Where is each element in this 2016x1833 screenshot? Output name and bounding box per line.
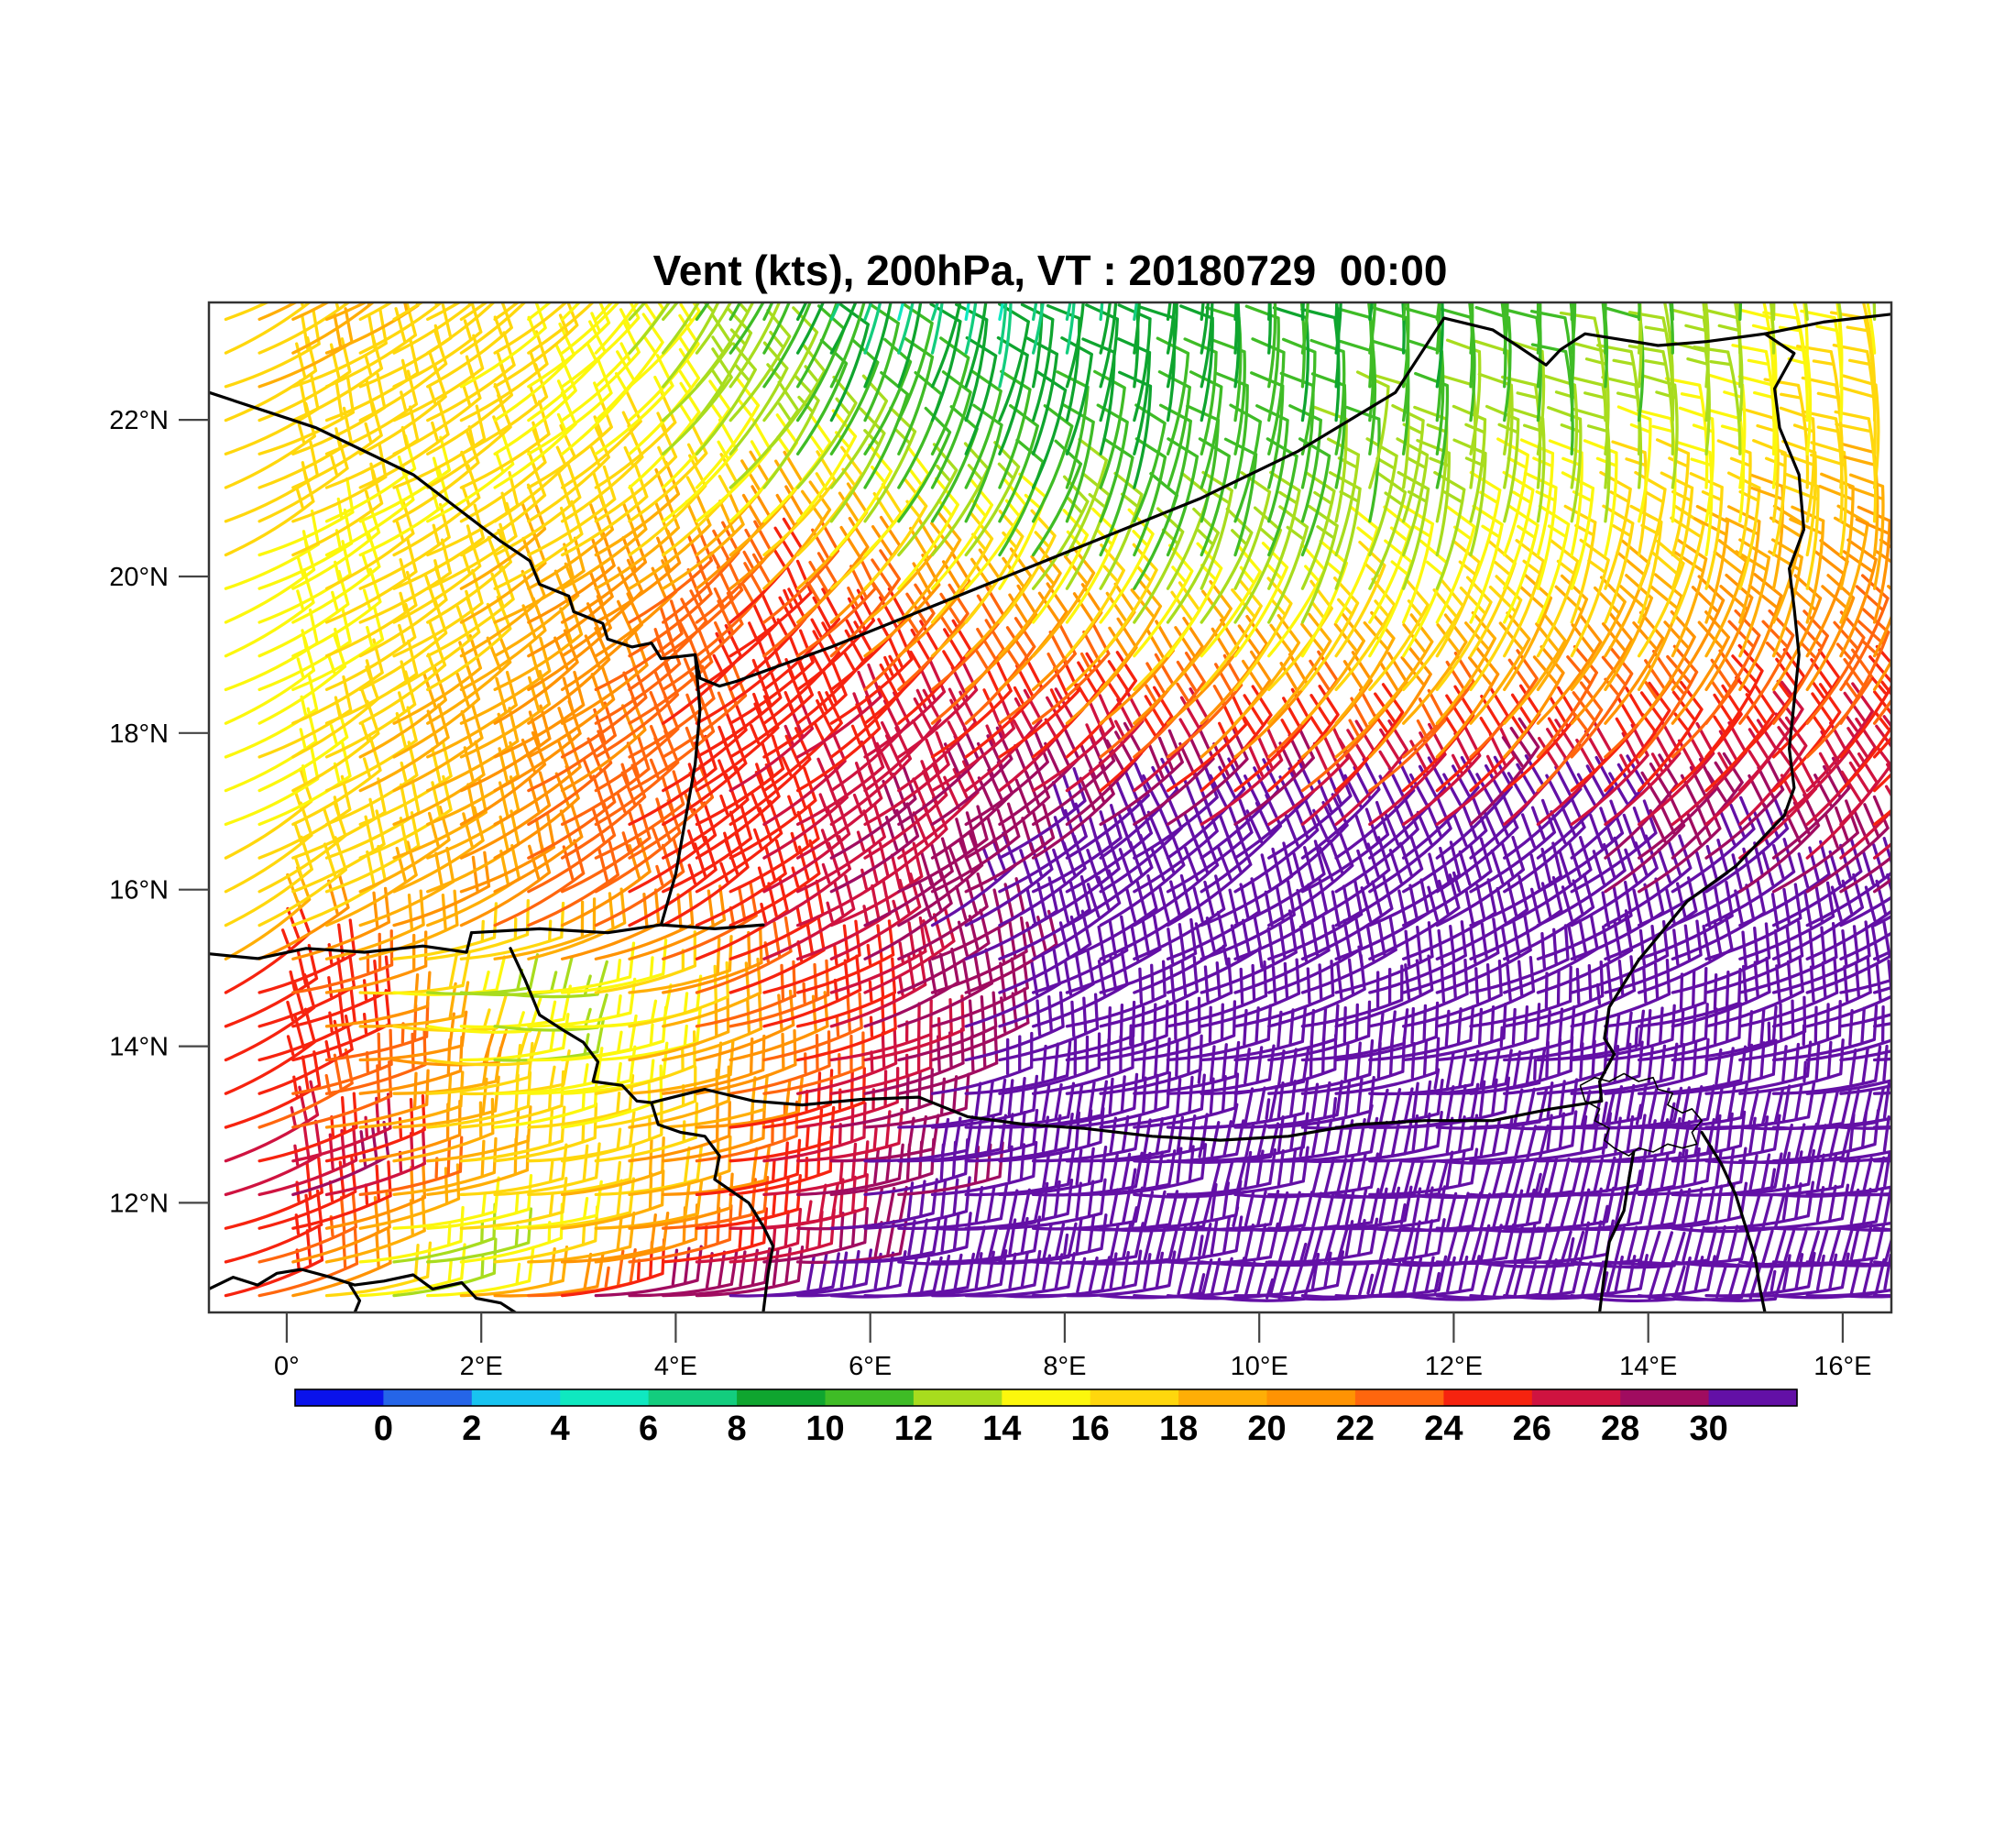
country-borders [209,313,1891,1312]
svg-text:18: 18 [1159,1410,1198,1448]
svg-text:4: 4 [551,1410,570,1448]
svg-text:22°N: 22°N [109,406,169,435]
svg-text:8: 8 [728,1410,747,1448]
colorbar: 0 2 4 6 8 10 12 14 16 18 20 22 24 26 28 30 [294,1388,1798,1448]
svg-text:16°N: 16°N [109,876,169,906]
svg-text:14°N: 14°N [109,1033,169,1062]
lake-chad-outline [1579,1072,1703,1157]
svg-text:8°E: 8°E [1043,1352,1086,1381]
svg-text:14: 14 [982,1410,1021,1448]
svg-text:22: 22 [1336,1410,1375,1448]
svg-text:20°N: 20°N [109,563,169,592]
svg-text:30: 30 [1689,1410,1727,1448]
axis-ticks-and-labels: 12°N 14°N 16°N 18°N 20°N 22°N 0° 2°E 4°E 6°E 8°E 10… [109,406,1871,1381]
svg-text:0°: 0° [274,1352,300,1381]
svg-text:16°E: 16°E [1813,1352,1871,1381]
svg-text:0: 0 [374,1410,393,1448]
svg-text:16: 16 [1071,1410,1110,1448]
svg-text:6: 6 [639,1410,658,1448]
svg-text:10: 10 [805,1410,844,1448]
svg-text:2°E: 2°E [460,1352,503,1381]
chart-title: Vent (kts), 200hPa, VT : 20180729 00:00 [652,247,1448,294]
svg-text:12°E: 12°E [1425,1352,1483,1381]
svg-text:4°E: 4°E [654,1352,697,1381]
svg-text:18°N: 18°N [109,719,169,749]
svg-text:20: 20 [1247,1410,1286,1448]
svg-text:2: 2 [462,1410,481,1448]
svg-text:26: 26 [1513,1410,1551,1448]
svg-text:12: 12 [894,1410,933,1448]
svg-text:10°E: 10°E [1231,1352,1288,1381]
svg-text:12°N: 12°N [109,1189,169,1218]
svg-text:24: 24 [1424,1410,1463,1448]
svg-text:28: 28 [1601,1410,1639,1448]
wind-barbs-layer [224,302,1891,1303]
map-frame [207,301,1893,1314]
svg-text:6°E: 6°E [849,1352,892,1381]
svg-text:14°E: 14°E [1619,1352,1677,1381]
